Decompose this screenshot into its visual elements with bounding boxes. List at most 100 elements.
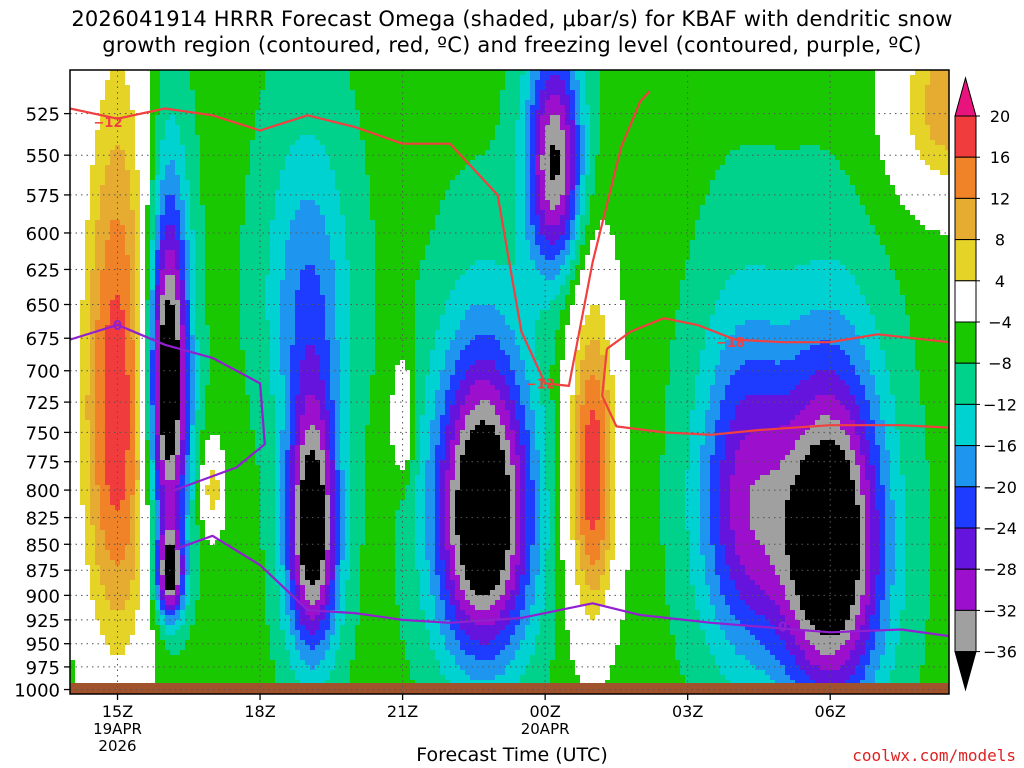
omega-cell	[80, 165, 86, 171]
omega-cell	[155, 100, 161, 106]
omega-cell	[150, 580, 156, 586]
omega-cell	[245, 140, 251, 146]
omega-cell	[160, 560, 166, 566]
omega-cell	[90, 135, 96, 141]
omega-cell	[80, 660, 86, 666]
omega-cell	[150, 195, 156, 201]
omega-cell	[150, 180, 156, 186]
omega-cell	[125, 470, 131, 476]
omega-cell	[200, 630, 206, 636]
omega-cell	[105, 565, 111, 571]
omega-cell	[155, 425, 161, 431]
omega-cell	[185, 245, 191, 251]
omega-cell	[155, 275, 161, 281]
omega-cell	[120, 225, 126, 231]
omega-cell	[150, 590, 156, 596]
omega-cell	[220, 375, 226, 381]
omega-cell	[220, 380, 226, 386]
omega-cell	[190, 390, 196, 396]
omega-cell	[130, 235, 136, 241]
omega-cell	[175, 90, 181, 96]
omega-cell	[75, 620, 81, 626]
omega-cell	[155, 440, 161, 446]
omega-cell	[135, 635, 141, 641]
omega-cell	[200, 175, 206, 181]
omega-cell	[190, 105, 196, 111]
omega-cell	[215, 565, 221, 571]
omega-cell	[70, 180, 76, 186]
omega-cell	[190, 665, 196, 671]
omega-cell	[150, 555, 156, 561]
omega-cell	[140, 605, 146, 611]
omega-cell	[155, 300, 161, 306]
omega-cell	[185, 375, 191, 381]
omega-cell	[75, 625, 81, 631]
omega-cell	[265, 255, 271, 261]
omega-cell	[190, 650, 196, 656]
omega-cell	[175, 470, 181, 476]
omega-cell	[185, 315, 191, 321]
omega-cell	[210, 315, 216, 321]
omega-cell	[250, 495, 256, 501]
omega-cell	[110, 360, 116, 366]
omega-cell	[135, 140, 141, 146]
omega-cell	[130, 240, 136, 246]
omega-cell	[125, 100, 131, 106]
omega-cell	[210, 575, 216, 581]
omega-cell	[220, 240, 226, 246]
omega-cell	[140, 285, 146, 291]
omega-cell	[180, 565, 186, 571]
omega-cell	[220, 410, 226, 416]
omega-cell	[140, 165, 146, 171]
omega-cell	[70, 465, 76, 471]
omega-cell	[265, 135, 271, 141]
omega-cell	[205, 220, 211, 226]
omega-cell	[230, 205, 236, 211]
omega-cell	[90, 500, 96, 506]
omega-cell	[185, 150, 191, 156]
omega-cell	[265, 110, 271, 116]
omega-cell	[215, 295, 221, 301]
omega-cell	[235, 410, 241, 416]
omega-cell	[145, 425, 151, 431]
omega-cell	[230, 305, 236, 311]
omega-cell	[110, 440, 116, 446]
omega-cell	[235, 555, 241, 561]
omega-cell	[220, 445, 226, 451]
omega-cell	[215, 340, 221, 346]
omega-cell	[110, 375, 116, 381]
omega-cell	[75, 310, 81, 316]
omega-cell	[145, 655, 151, 661]
omega-cell	[170, 500, 176, 506]
omega-cell	[150, 355, 156, 361]
omega-cell	[145, 380, 151, 386]
omega-cell	[115, 520, 121, 526]
omega-cell	[185, 280, 191, 286]
omega-cell	[70, 435, 76, 441]
omega-cell	[215, 415, 221, 421]
omega-cell	[200, 290, 206, 296]
omega-cell	[160, 535, 166, 541]
omega-cell	[80, 340, 86, 346]
omega-cell	[135, 190, 141, 196]
omega-cell	[230, 575, 236, 581]
omega-cell	[220, 215, 226, 221]
omega-cell	[110, 655, 116, 661]
omega-cell	[190, 550, 196, 556]
omega-cell	[210, 245, 216, 251]
omega-cell	[180, 535, 186, 541]
omega-cell	[180, 185, 186, 191]
omega-cell	[185, 525, 191, 531]
omega-cell	[235, 580, 241, 586]
omega-cell	[190, 530, 196, 536]
omega-cell	[145, 570, 151, 576]
omega-cell	[230, 530, 236, 536]
omega-cell	[100, 400, 106, 406]
omega-cell	[155, 190, 161, 196]
omega-cell	[100, 365, 106, 371]
omega-cell	[250, 500, 256, 506]
omega-cell	[220, 250, 226, 256]
omega-cell	[205, 400, 211, 406]
omega-cell	[235, 295, 241, 301]
omega-cell	[180, 150, 186, 156]
